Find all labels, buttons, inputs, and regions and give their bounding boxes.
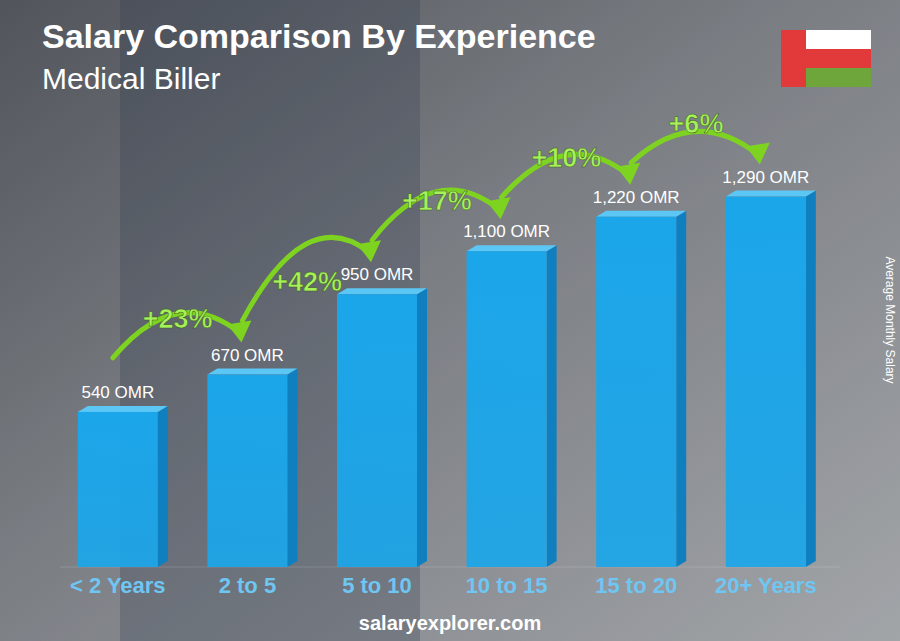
flag (781, 30, 806, 87)
bar (726, 197, 806, 567)
data-label: 540 OMR (81, 383, 154, 402)
change-label: +23% (143, 304, 213, 334)
baseline (60, 567, 840, 568)
data-label: 1,290 OMR (722, 168, 809, 187)
annotations: +23% +42% +17% +10% +6% (113, 109, 770, 358)
change-arrowhead (487, 197, 511, 219)
bar-top (726, 191, 816, 197)
bar-top (207, 369, 297, 375)
x-tick-label: 5 to 10 (342, 573, 412, 598)
change-label: +10% (531, 143, 601, 173)
x-tick-label: 2 to 5 (219, 573, 276, 598)
bar-side (287, 369, 297, 567)
bar (596, 217, 676, 567)
background-shade (0, 0, 900, 641)
bar-side (806, 191, 816, 567)
data-label: 950 OMR (341, 265, 414, 284)
bar-side (417, 288, 427, 567)
subtitle: Medical Biller (42, 62, 220, 95)
bar (337, 294, 417, 567)
y-axis-label: Average Monthly Salary (883, 256, 897, 383)
bar-side (547, 245, 557, 567)
bar (467, 251, 547, 567)
change-label: +17% (402, 186, 472, 216)
data-label: 1,220 OMR (593, 188, 680, 207)
title: Salary Comparison By Experience (42, 17, 596, 55)
x-tick-label: 10 to 15 (466, 573, 548, 598)
change-arrowhead (746, 143, 770, 165)
data-label: 1,100 OMR (463, 222, 550, 241)
x-tick-label: 20+ Years (715, 573, 817, 598)
change-arrow (242, 237, 369, 320)
source: salaryexplorer.com (359, 612, 541, 634)
bar-top (467, 245, 557, 251)
change-arrowhead (227, 321, 251, 343)
bar (207, 375, 287, 567)
labels: 540 OMR < 2 Years 670 OMR 2 to 5 950 OMR 5 to… (70, 168, 817, 598)
change-label: +6% (669, 109, 724, 139)
bar (78, 412, 158, 567)
bars (78, 191, 816, 567)
bar-top (78, 406, 168, 412)
background (0, 0, 900, 641)
data-label: 670 OMR (211, 346, 284, 365)
bar-top (337, 288, 427, 294)
change-label: +42% (272, 267, 342, 297)
change-arrowhead (616, 163, 640, 185)
bar-side (676, 211, 686, 567)
bar-top (596, 211, 686, 217)
change-arrowhead (357, 240, 381, 262)
chart: Salary Comparison By Experience Medical B… (0, 0, 900, 641)
bar-side (158, 406, 168, 567)
flag (781, 30, 871, 87)
x-tick-label: 15 to 20 (595, 573, 677, 598)
x-tick-label: < 2 Years (70, 573, 166, 598)
